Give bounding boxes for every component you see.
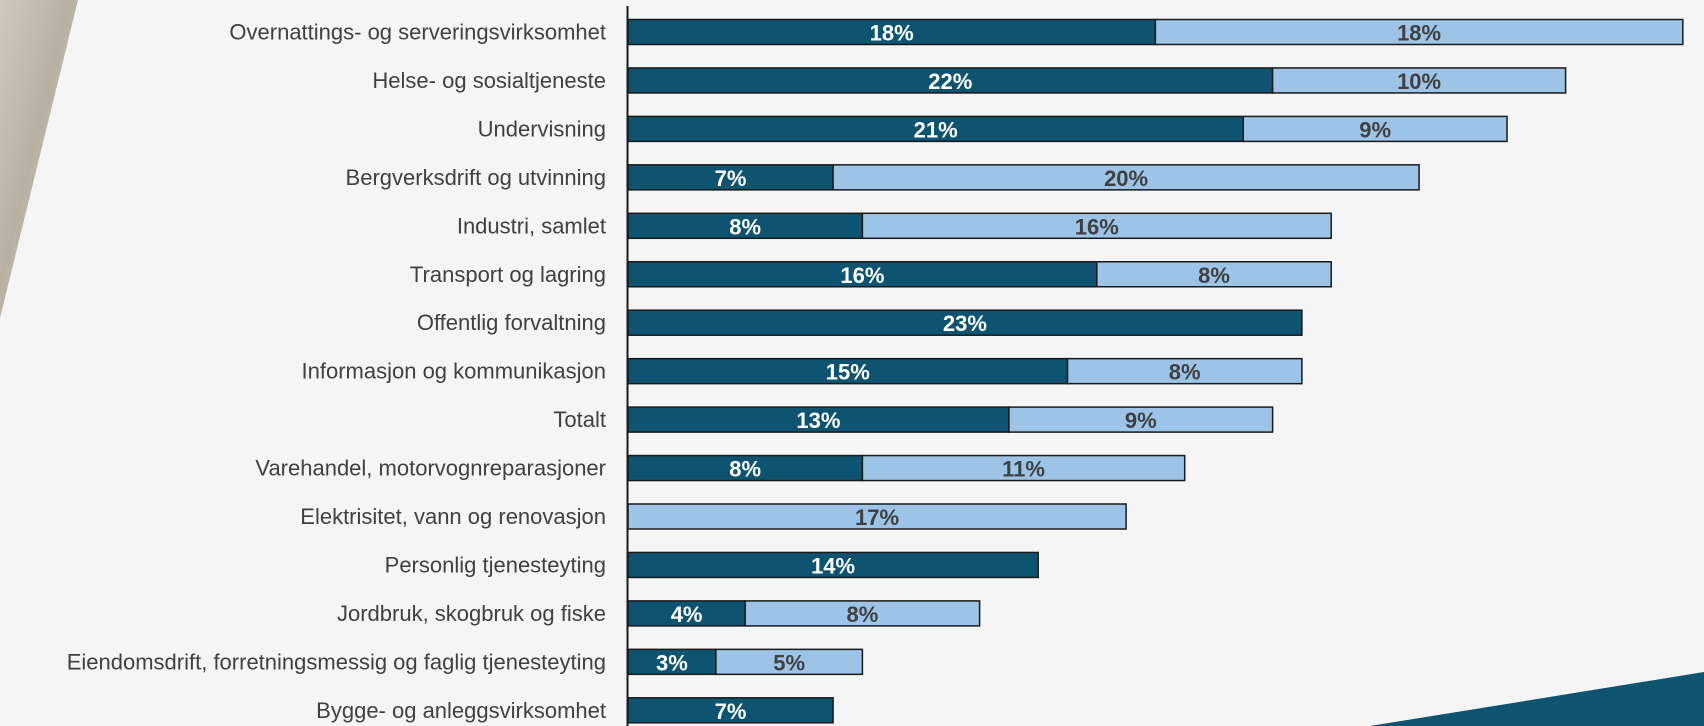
bar-segment-light-undervisning [1242, 115, 1508, 143]
category-label-informasjon-og-kommunikasjon: Informasjon og kommunikasjon [302, 359, 606, 384]
value-label-light-varehandel-motorvognreparasjoner: 11% [1002, 457, 1045, 482]
category-label-varehandel-motorvognreparasjoner: Varehandel, motorvognreparasjoner [255, 456, 606, 481]
value-label-dark-offentlig-forvaltning: 23% [943, 311, 987, 336]
bar-segment-light-eiendomsdrift-forretningsmessig-og-faglig-tjenesteyting [715, 648, 864, 676]
value-label-dark-transport-og-lagring: 16% [840, 263, 884, 288]
value-label-light-jordbruk-skogbruk-og-fiske: 8% [847, 602, 879, 627]
category-label-offentlig-forvaltning: Offentlig forvaltning [417, 310, 606, 335]
value-labels: 18% 18% 22% 10% 21% 9% 7% 20% 8% 16% 16% 8% 23% 15% 8%… [656, 21, 1441, 724]
category-label-jordbruk-skogbruk-og-fiske: Jordbruk, skogbruk og fiske [337, 601, 606, 626]
value-label-dark-bergverksdrift-og-utvinning: 7% [715, 166, 747, 191]
value-label-dark-industri-samlet: 8% [729, 214, 761, 239]
value-label-dark-overnattings-og-serveringsvirksomhet: 18% [870, 21, 914, 46]
value-label-light-elektrisitet-vann-og-renovasjon: 17% [855, 505, 899, 530]
category-label-industri-samlet: Industri, samlet [457, 213, 606, 238]
value-label-light-informasjon-og-kommunikasjon: 8% [1169, 360, 1201, 385]
bars-layer [627, 18, 1684, 724]
bar-segment-light-bergverksdrift-og-utvinning [832, 164, 1420, 191]
bar-segment-light-overnattings-og-serveringsvirksomhet [1154, 18, 1684, 46]
value-label-light-eiendomsdrift-forretningsmessig-og-faglig-tjenesteyting: 5% [773, 650, 805, 675]
category-label-elektrisitet-vann-og-renovasjon: Elektrisitet, vann og renovasjon [300, 504, 606, 529]
bar-segment-light-informasjon-og-kommunikasjon [1066, 357, 1303, 385]
category-label-bygge-og-anleggsvirksomhet: Bygge- og anleggsvirksomhet [316, 698, 606, 723]
category-label-undervisning: Undervisning [478, 116, 606, 141]
value-label-dark-jordbruk-skogbruk-og-fiske: 4% [671, 602, 703, 627]
category-label-helse-og-sosialtjeneste: Helse- og sosialtjeneste [372, 68, 606, 93]
bar-segment-dark-bergverksdrift-og-utvinning [627, 164, 834, 191]
bar-segment-dark-offentlig-forvaltning [627, 309, 1303, 336]
bar-segment-light-helse-og-sosialtjeneste [1271, 67, 1567, 94]
bar-segment-dark-varehandel-motorvognreparasjoner [627, 454, 864, 482]
category-label-personlig-tjenesteyting: Personlig tjenesteyting [385, 552, 606, 577]
bar-segment-dark-helse-og-sosialtjeneste [627, 67, 1274, 94]
value-label-light-overnattings-og-serveringsvirksomhet: 18% [1397, 21, 1441, 46]
bar-segment-dark-eiendomsdrift-forretningsmessig-og-faglig-tjenesteyting [627, 648, 717, 676]
bar-segment-dark-personlig-tjenesteyting [627, 551, 1039, 579]
bar-segment-light-industri-samlet [861, 212, 1332, 240]
category-label-transport-og-lagring: Transport og lagring [410, 262, 606, 287]
category-label-totalt: Totalt [553, 407, 606, 432]
value-label-dark-varehandel-motorvognreparasjoner: 8% [729, 457, 761, 482]
value-label-dark-totalt: 13% [796, 408, 840, 433]
value-label-dark-eiendomsdrift-forretningsmessig-og-faglig-tjenesteyting: 3% [656, 650, 688, 675]
bar-segment-dark-informasjon-og-kommunikasjon [627, 357, 1069, 385]
value-label-dark-undervisning: 21% [914, 117, 958, 142]
bar-segment-light-totalt [1008, 406, 1274, 433]
bar-segment-light-transport-og-lagring [1096, 261, 1332, 288]
value-label-dark-helse-og-sosialtjeneste: 22% [928, 69, 972, 94]
category-label-overnattings-og-serveringsvirksomhet: Overnattings- og serveringsvirksomhet [229, 20, 606, 45]
category-labels: Overnattings- og serveringsvirksomhet Hel… [67, 20, 606, 723]
value-label-light-industri-samlet: 16% [1075, 214, 1119, 239]
teal-corner-decoration [1370, 672, 1704, 726]
category-label-bergverksdrift-og-utvinning: Bergverksdrift og utvinning [346, 165, 606, 190]
value-label-dark-bygge-og-anleggsvirksomhet: 7% [715, 699, 747, 724]
bar-segment-dark-jordbruk-skogbruk-og-fiske [627, 600, 746, 627]
value-label-dark-informasjon-og-kommunikasjon: 15% [826, 360, 870, 385]
bar-segment-dark-bygge-og-anleggsvirksomhet [627, 697, 834, 724]
value-label-dark-personlig-tjenesteyting: 14% [811, 553, 855, 578]
photo-strip-decoration [0, 0, 78, 318]
bar-segment-light-varehandel-motorvognreparasjoner [861, 454, 1186, 482]
value-label-light-transport-og-lagring: 8% [1198, 263, 1230, 288]
value-label-light-undervisning: 9% [1359, 117, 1391, 142]
value-label-light-totalt: 9% [1125, 408, 1157, 433]
value-label-light-bergverksdrift-og-utvinning: 20% [1104, 166, 1148, 191]
value-label-light-helse-og-sosialtjeneste: 10% [1397, 69, 1441, 94]
bar-segment-light-jordbruk-skogbruk-og-fiske [744, 600, 981, 627]
category-label-eiendomsdrift-forretningsmessig-og-faglig-tjenesteyting: Eiendomsdrift, forretningsmessig og fagl… [67, 649, 606, 674]
